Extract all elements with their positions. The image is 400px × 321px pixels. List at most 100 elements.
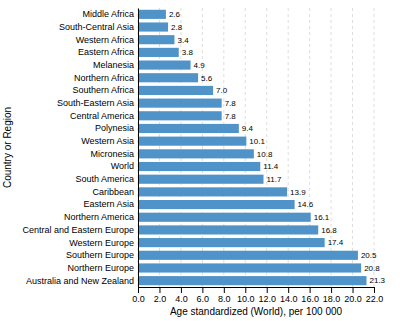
y-tick: Central America: [70, 111, 134, 121]
y-tick-label: Northern Europe: [67, 263, 134, 273]
data-label: 14.6: [298, 200, 314, 209]
y-tick: Eastern Asia: [83, 199, 134, 209]
data-label: 21.3: [369, 276, 385, 285]
x-tick-label: 0.0: [132, 294, 145, 304]
y-tick: Northern America: [64, 212, 134, 222]
y-tick-label: Micronesia: [90, 149, 134, 159]
y-tick: Australia and New Zealand: [26, 276, 134, 286]
y-tick-label: South-Central Asia: [59, 22, 134, 32]
y-tick-label: Melanesia: [93, 60, 134, 70]
x-tick: 14.0: [280, 287, 298, 304]
bar: [138, 225, 318, 234]
data-label: 10.8: [257, 150, 273, 159]
bar: [138, 276, 366, 285]
y-tick: Western Asia: [81, 136, 134, 146]
x-tick: 12.0: [258, 287, 276, 304]
x-tick-label: 18.0: [323, 294, 341, 304]
x-tick-label: 12.0: [258, 294, 276, 304]
bar: [138, 10, 166, 19]
x-tick: 16.0: [301, 287, 319, 304]
data-label: 2.8: [171, 23, 183, 32]
bar: [138, 61, 191, 70]
x-tick-label: 8.0: [218, 294, 231, 304]
plot-area: 2.62.83.43.84.95.67.07.87.89.410.110.811…: [22, 8, 385, 304]
bar: [138, 111, 222, 120]
bars: [138, 10, 366, 285]
bar: [138, 251, 358, 260]
data-label: 10.1: [249, 137, 265, 146]
data-label: 20.8: [364, 264, 380, 273]
y-tick: Middle Africa: [82, 9, 134, 19]
data-label: 9.4: [242, 124, 254, 133]
y-tick-label: South America: [75, 174, 134, 184]
x-tick-label: 20.0: [344, 294, 362, 304]
x-tick: 0.0: [132, 287, 145, 304]
grid-line: [138, 8, 139, 287]
bar: [138, 162, 260, 171]
y-tick-label: Northern Africa: [74, 73, 134, 83]
x-tick-mark: [138, 287, 139, 293]
x-tick: 2.0: [154, 287, 167, 304]
grid: [138, 8, 374, 287]
y-tick: Western Europe: [69, 237, 134, 247]
x-tick: 18.0: [323, 287, 341, 304]
y-tick-label: Eastern Asia: [83, 199, 134, 209]
bar: [138, 86, 213, 95]
x-tick-mark: [224, 287, 225, 293]
grid-line: [374, 8, 375, 287]
x-tick-mark: [159, 287, 160, 293]
x-tick-mark: [181, 287, 182, 293]
x-axis-title: Age standardized (World), per 100 000: [170, 306, 343, 317]
data-label: 17.4: [328, 238, 344, 247]
y-tick-label: Southern Europe: [66, 250, 134, 260]
bar: [138, 149, 254, 158]
data-label: 16.1: [314, 213, 330, 222]
y-tick: Eastern Africa: [78, 47, 134, 57]
x-tick: 6.0: [197, 287, 210, 304]
x-tick-mark: [267, 287, 268, 293]
data-label: 20.5: [361, 251, 377, 260]
data-label: 7.0: [216, 86, 228, 95]
y-tick-label: Southern Africa: [72, 85, 134, 95]
bar: [138, 137, 246, 146]
x-axis-line: [139, 288, 375, 294]
data-label: 3.8: [182, 48, 194, 57]
y-tick: Southern Europe: [66, 250, 134, 260]
data-labels: 2.62.83.43.84.95.67.07.87.89.410.110.811…: [169, 10, 386, 285]
y-tick-label: Polynesia: [95, 123, 134, 133]
data-label: 7.8: [225, 112, 237, 121]
bar: [138, 124, 239, 133]
data-label: 11.7: [267, 175, 283, 184]
y-tick-label: Northern America: [64, 212, 134, 222]
data-label: 2.6: [169, 10, 181, 19]
y-axis: Middle Africa South-Central Asia Western A…: [22, 9, 138, 288]
data-label: 4.9: [194, 61, 206, 70]
bar: [138, 263, 361, 272]
x-tick-mark: [331, 287, 332, 293]
y-tick: Micronesia: [90, 149, 134, 159]
data-label: 3.4: [177, 36, 189, 45]
y-tick-label: Eastern Africa: [78, 47, 134, 57]
y-tick-label: Western Africa: [76, 35, 134, 45]
y-tick-label: Central and Eastern Europe: [22, 225, 134, 235]
y-tick-label: Central America: [70, 111, 134, 121]
x-tick: 20.0: [344, 287, 362, 304]
bar: [138, 22, 168, 31]
y-tick-label: Western Europe: [69, 237, 134, 247]
x-tick-mark: [310, 287, 311, 293]
y-tick: Central and Eastern Europe: [22, 225, 134, 235]
x-tick-mark: [288, 287, 289, 293]
bar: [138, 238, 325, 247]
x-tick-label: 10.0: [237, 294, 255, 304]
y-tick: World: [111, 161, 134, 171]
data-label: 16.8: [321, 226, 337, 235]
bar: [138, 187, 287, 196]
x-tick: 8.0: [218, 287, 231, 304]
x-tick-label: 14.0: [280, 294, 298, 304]
x-tick-label: 22.0: [366, 294, 384, 304]
y-tick: Western Africa: [76, 35, 134, 45]
x-tick-label: 2.0: [154, 294, 167, 304]
x-tick-mark: [353, 287, 354, 293]
bar: [138, 73, 198, 82]
x-tick-mark: [202, 287, 203, 293]
